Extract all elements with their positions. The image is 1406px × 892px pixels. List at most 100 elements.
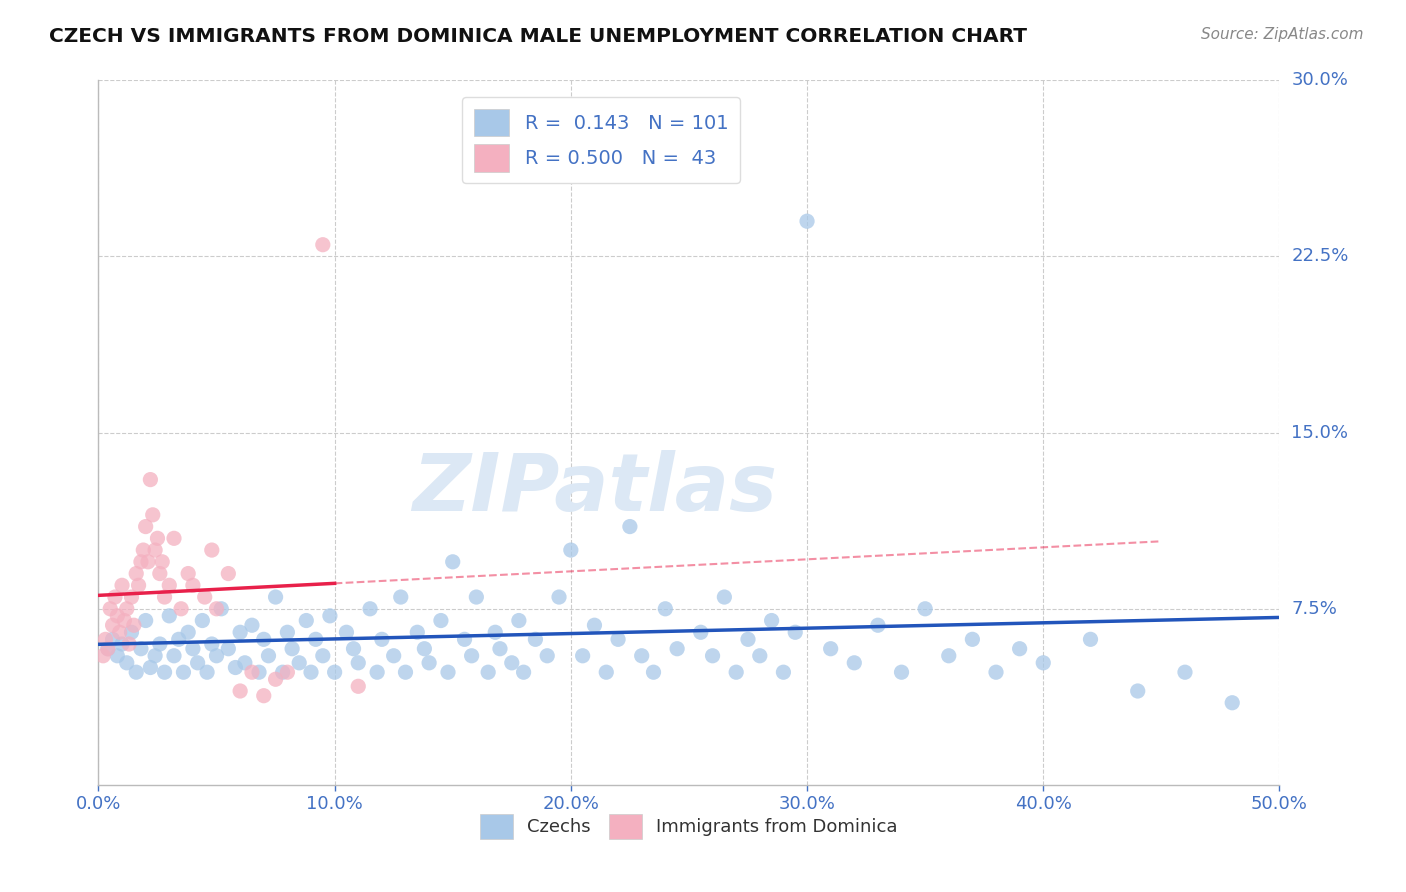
Point bbox=[281, 641, 304, 656]
Point bbox=[524, 632, 547, 647]
Text: Source: ZipAtlas.com: Source: ZipAtlas.com bbox=[1201, 27, 1364, 42]
Point bbox=[187, 656, 209, 670]
Point bbox=[418, 656, 440, 670]
Point bbox=[536, 648, 558, 663]
Point bbox=[128, 578, 150, 592]
Point bbox=[139, 473, 162, 487]
Point bbox=[666, 641, 689, 656]
Point bbox=[136, 555, 159, 569]
Point bbox=[132, 543, 155, 558]
Point bbox=[335, 625, 357, 640]
Point bbox=[820, 641, 842, 656]
Point bbox=[149, 566, 172, 581]
Point bbox=[689, 625, 711, 640]
Point bbox=[97, 641, 120, 656]
Point bbox=[630, 648, 652, 663]
Point bbox=[323, 665, 346, 680]
Point bbox=[465, 590, 488, 604]
Point bbox=[233, 656, 256, 670]
Point bbox=[512, 665, 534, 680]
Point bbox=[101, 632, 124, 647]
Point bbox=[143, 543, 166, 558]
Point bbox=[104, 590, 127, 604]
Point bbox=[406, 625, 429, 640]
Point bbox=[654, 601, 676, 615]
Point bbox=[177, 566, 200, 581]
Point bbox=[146, 532, 169, 546]
Point bbox=[135, 519, 157, 533]
Point bbox=[394, 665, 416, 680]
Point bbox=[157, 608, 180, 623]
Point bbox=[139, 660, 162, 674]
Point bbox=[121, 590, 143, 604]
Point bbox=[205, 648, 228, 663]
Point bbox=[890, 665, 912, 680]
Point bbox=[489, 641, 512, 656]
Point bbox=[305, 632, 328, 647]
Point bbox=[299, 665, 322, 680]
Point bbox=[276, 625, 298, 640]
Point bbox=[97, 641, 120, 656]
Point bbox=[962, 632, 984, 647]
Point bbox=[643, 665, 665, 680]
Point bbox=[170, 601, 193, 615]
Point bbox=[217, 566, 239, 581]
Point bbox=[866, 618, 889, 632]
Point bbox=[142, 508, 165, 522]
Point bbox=[240, 618, 263, 632]
Point bbox=[761, 614, 783, 628]
Point bbox=[548, 590, 571, 604]
Point bbox=[319, 608, 342, 623]
Point bbox=[288, 656, 311, 670]
Point bbox=[201, 637, 224, 651]
Point bbox=[194, 590, 217, 604]
Point bbox=[366, 665, 388, 680]
Point bbox=[98, 601, 121, 615]
Point bbox=[1126, 684, 1149, 698]
Point bbox=[984, 665, 1007, 680]
Point bbox=[276, 665, 298, 680]
Point bbox=[125, 665, 148, 680]
Point bbox=[342, 641, 364, 656]
Point bbox=[167, 632, 190, 647]
Point bbox=[217, 641, 239, 656]
Point bbox=[195, 665, 218, 680]
Point bbox=[772, 665, 794, 680]
Point bbox=[477, 665, 499, 680]
Point bbox=[359, 601, 381, 615]
Text: ZIPatlas: ZIPatlas bbox=[412, 450, 778, 528]
Point bbox=[125, 566, 148, 581]
Point bbox=[247, 665, 270, 680]
Point bbox=[460, 648, 482, 663]
Point bbox=[229, 684, 252, 698]
Point bbox=[713, 590, 735, 604]
Point bbox=[177, 625, 200, 640]
Point bbox=[111, 578, 134, 592]
Point bbox=[748, 648, 770, 663]
Point bbox=[253, 689, 276, 703]
Point bbox=[271, 665, 294, 680]
Text: 22.5%: 22.5% bbox=[1291, 247, 1348, 266]
Point bbox=[129, 641, 152, 656]
Legend: Czechs, Immigrants from Dominica: Czechs, Immigrants from Dominica bbox=[474, 806, 904, 847]
Point bbox=[209, 601, 232, 615]
Point bbox=[571, 648, 593, 663]
Point bbox=[737, 632, 759, 647]
Point bbox=[157, 578, 180, 592]
Point bbox=[181, 641, 204, 656]
Point bbox=[785, 625, 807, 640]
Point bbox=[595, 665, 617, 680]
Point bbox=[163, 648, 186, 663]
Point bbox=[1220, 696, 1243, 710]
Point bbox=[191, 614, 214, 628]
Point bbox=[619, 519, 641, 533]
Point bbox=[508, 614, 530, 628]
Point bbox=[115, 601, 138, 615]
Point bbox=[153, 665, 176, 680]
Point bbox=[914, 601, 936, 615]
Point bbox=[430, 614, 453, 628]
Point bbox=[181, 578, 204, 592]
Point bbox=[112, 614, 135, 628]
Point bbox=[115, 656, 138, 670]
Point bbox=[382, 648, 405, 663]
